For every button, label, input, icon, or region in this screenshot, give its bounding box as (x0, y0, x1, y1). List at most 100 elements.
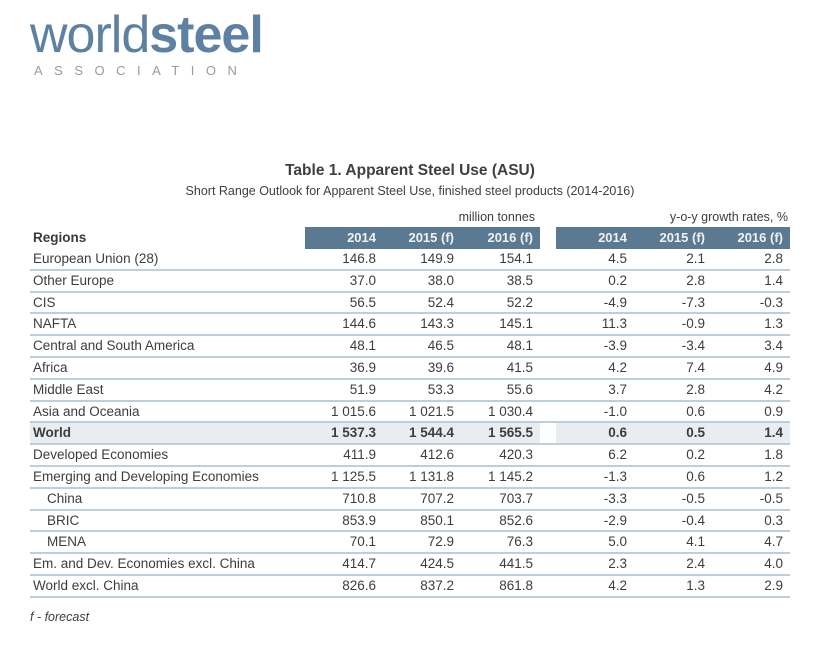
value-cell: -2.9 (603, 512, 627, 528)
region-name: Em. and Dev. Economies excl. China (33, 556, 255, 572)
value-cell: -0.4 (681, 512, 705, 528)
value-cell: 46.5 (427, 338, 454, 354)
value-cell: 837.2 (420, 577, 454, 593)
value-cell: 4.2 (764, 381, 783, 397)
value-cell: 48.1 (506, 338, 533, 354)
value-cell: 424.5 (420, 556, 454, 572)
region-name: Central and South America (33, 338, 195, 354)
value-cell: 143.3 (420, 316, 454, 332)
value-cell: 411.9 (343, 447, 376, 463)
page: worldsteel ASSOCIATION Table 1. Apparent… (30, 0, 790, 624)
column-gap (540, 576, 556, 596)
column-gap (540, 271, 556, 291)
region-name: BRIC (47, 512, 80, 528)
value-cell: 4.2 (608, 359, 627, 375)
column-gap (540, 314, 556, 334)
column-gap (540, 532, 556, 552)
value-cell: 2.8 (764, 251, 783, 266)
region-name: World (30, 423, 305, 444)
value-cell: 7.4 (686, 359, 705, 375)
region-name: Asia and Oceania (33, 403, 140, 419)
column-gap (540, 489, 556, 509)
region-name: Developed Economies (33, 447, 169, 463)
value-cell: 707.2 (420, 490, 454, 506)
table-row: Emerging and Developing Economies 1 125.5… (30, 467, 790, 489)
value-cell: 414.7 (342, 556, 376, 572)
value-cell: 1 125.5 (330, 468, 376, 484)
value-cell: 4.5 (608, 251, 627, 266)
value-cell: 853.9 (342, 512, 376, 528)
value-cell: 38.0 (427, 272, 454, 288)
value-cell: 441.5 (499, 556, 533, 572)
value-cell: 4.2 (608, 577, 627, 593)
column-gap (540, 467, 556, 487)
value-cell: 2.4 (686, 556, 705, 572)
value-cell: 4.0 (764, 556, 783, 572)
logo-wordmark: worldsteel (30, 8, 790, 62)
table-body: European Union (28) 146.8 149.9 154.1 4.5 2.1… (30, 249, 790, 598)
column-gap (540, 293, 556, 313)
region-name: Other Europe (33, 272, 115, 288)
value-cell: 1 565.5 (461, 423, 540, 444)
value-cell: -4.9 (603, 294, 627, 310)
value-cell: -3.3 (603, 490, 627, 506)
value-cell: 1 145.2 (487, 468, 533, 484)
value-cell: 76.3 (506, 534, 533, 550)
value-cell: 850.1 (420, 512, 454, 528)
table-row: BRIC 853.9 850.1 852.6 -2.9 -0.4 0.3 (30, 511, 790, 533)
value-cell: 1 544.4 (383, 423, 461, 444)
table-row: Other Europe 37.0 38.0 38.5 0.2 2.8 1.4 (30, 271, 790, 293)
value-cell: 154.1 (499, 251, 533, 266)
table-header-row: Regions 2014 2015 (f) 2016 (f) 2014 2015 (f)… (30, 227, 790, 249)
value-cell: -3.9 (603, 338, 627, 354)
logo-association-text: ASSOCIATION (34, 63, 249, 78)
column-header-year: 2015 (f) (634, 227, 712, 249)
value-cell: 0.6 (686, 468, 705, 484)
table-row: NAFTA 144.6 143.3 145.1 11.3 -0.9 1.3 (30, 314, 790, 337)
value-cell: 2.8 (686, 272, 705, 288)
value-cell: 826.6 (342, 577, 376, 593)
value-cell: 1 015.6 (330, 403, 376, 419)
column-gap (540, 358, 556, 378)
region-name: CIS (33, 294, 56, 310)
table-row: Em. and Dev. Economies excl. China 414.7 4… (30, 554, 790, 576)
worldsteel-logo: worldsteel ASSOCIATION (30, 0, 790, 78)
value-cell: 0.2 (686, 447, 705, 463)
column-gap (540, 336, 556, 356)
value-cell: 1.4 (712, 423, 790, 444)
unit-labels-row: million tonnes y-o-y growth rates, % (30, 209, 790, 225)
value-cell: 0.6 (556, 423, 634, 444)
table-row: China 710.8 707.2 703.7 -3.3 -0.5 -0.5 (30, 489, 790, 511)
unit-label-million-tonnes: million tonnes (458, 210, 535, 224)
table-row: World 1 537.3 1 544.4 1 565.5 0.6 0.5 1.4 (30, 423, 790, 446)
value-cell: -0.9 (681, 316, 705, 332)
value-cell: 56.5 (349, 294, 376, 310)
value-cell: 1 030.4 (487, 403, 533, 419)
value-cell: 412.6 (420, 447, 454, 463)
value-cell: 72.9 (427, 534, 454, 550)
value-cell: 39.6 (427, 359, 454, 375)
value-cell: 3.7 (608, 381, 627, 397)
value-cell: 2.8 (686, 381, 705, 397)
value-cell: 146.8 (342, 251, 376, 266)
table-row: Developed Economies 411.9 412.6 420.3 6.2 0.2… (30, 445, 790, 467)
table-row: Central and South America 48.1 46.5 48.1 -3.… (30, 336, 790, 358)
table-row: World excl. China 826.6 837.2 861.8 4.2 1.3 2.… (30, 576, 790, 598)
value-cell: -7.3 (681, 294, 705, 310)
value-cell: 1 537.3 (305, 423, 383, 444)
column-gap (540, 511, 556, 531)
value-cell: -0.5 (681, 490, 705, 506)
column-gap (540, 402, 556, 422)
value-cell: 0.5 (634, 423, 712, 444)
unit-label-growth-rates: y-o-y growth rates, % (669, 210, 788, 224)
value-cell: 861.8 (499, 577, 533, 593)
value-cell: 1.3 (764, 316, 783, 332)
value-cell: 48.1 (349, 338, 376, 354)
column-header-year: 2015 (f) (383, 227, 461, 249)
column-gap (540, 554, 556, 574)
value-cell: -3.4 (681, 338, 705, 354)
column-header-year: 2014 (556, 227, 634, 249)
value-cell: 38.5 (506, 272, 533, 288)
region-name: Emerging and Developing Economies (33, 468, 259, 484)
asu-table: million tonnes y-o-y growth rates, % Reg… (30, 209, 790, 598)
